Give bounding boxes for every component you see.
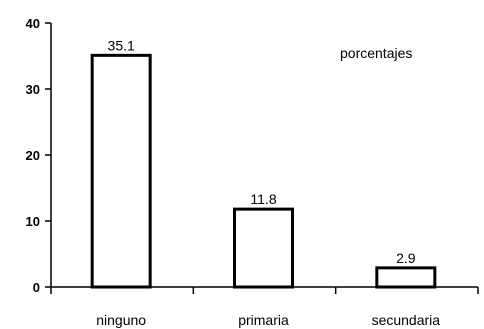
y-tick-label: 30	[26, 82, 40, 97]
data-label-ninguno: 35.1	[108, 37, 135, 53]
y-tick-label: 0	[33, 280, 40, 295]
x-tick-label-secundaria: secundaria	[372, 312, 441, 328]
chart-note: porcentajes	[340, 45, 412, 61]
bar-secundaria	[375, 266, 437, 289]
x-tick-label-primaria: primaria	[238, 312, 289, 328]
bar-ninguno	[90, 53, 152, 289]
x-tick-label-ninguno: ninguno	[96, 312, 146, 328]
y-tick-label: 40	[26, 16, 40, 31]
bars: 35.1 11.8 2.9	[90, 37, 437, 289]
y-tick-label: 20	[26, 148, 40, 163]
data-label-secundaria: 2.9	[396, 250, 416, 266]
data-label-primaria: 11.8	[250, 191, 276, 207]
axes: 0 10 20 30 40 ninguno primaria secundaria	[26, 16, 479, 328]
y-tick-label: 10	[26, 214, 40, 229]
bar-primaria	[233, 207, 294, 289]
